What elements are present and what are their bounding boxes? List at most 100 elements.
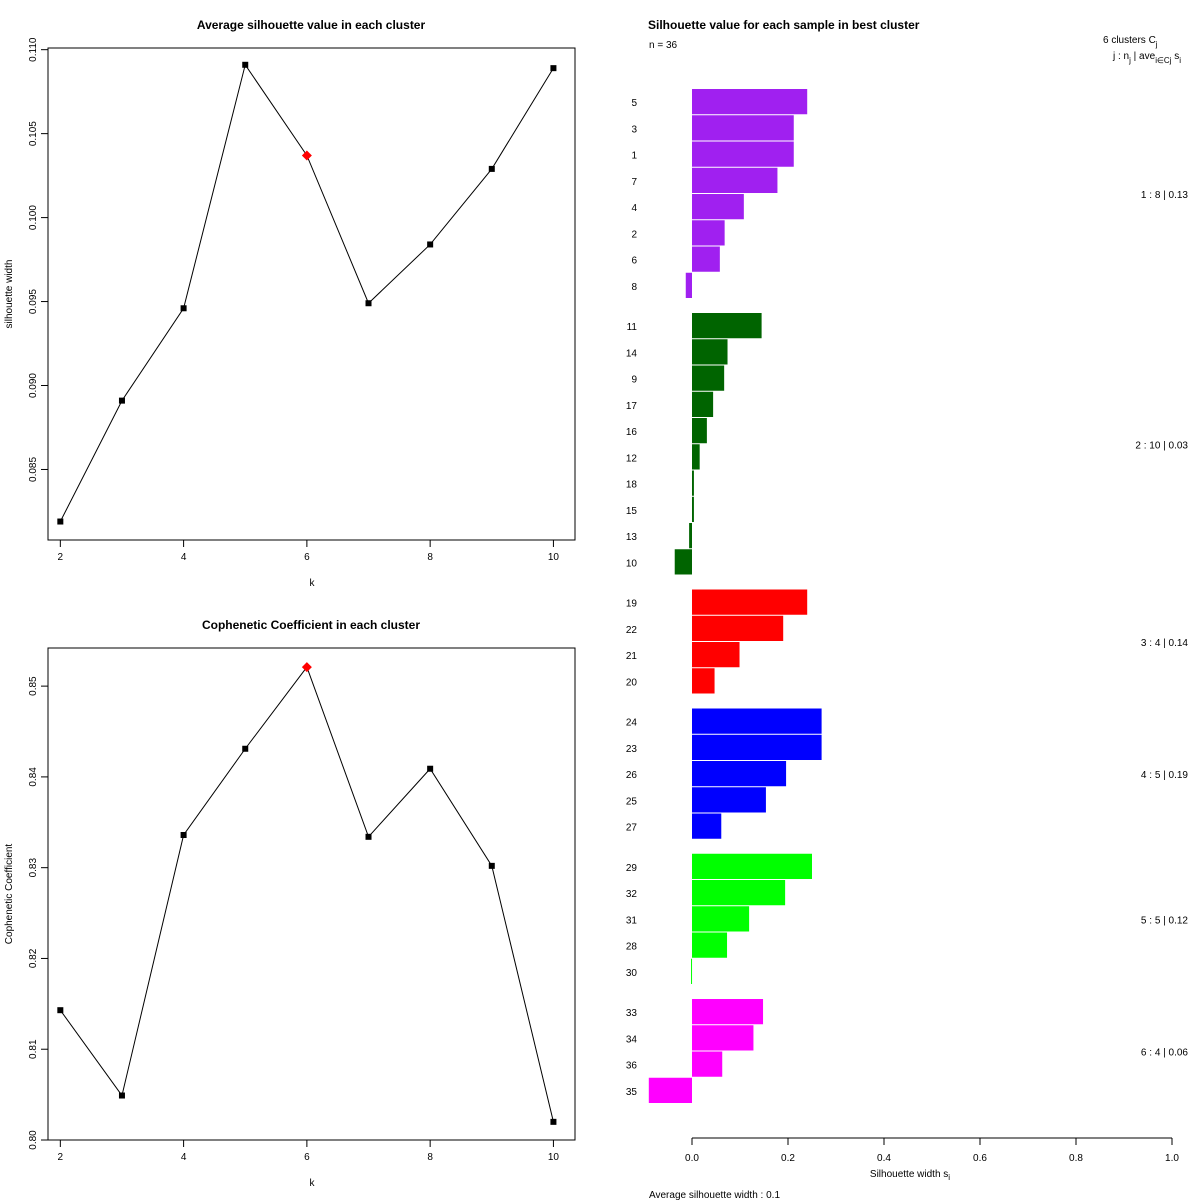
x-axis-label-text: Silhouette width s [870, 1169, 948, 1180]
x-tick-label: 2 [58, 1152, 64, 1163]
sample-label: 2 [631, 229, 637, 240]
silhouette-line-chart: Average silhouette value in each cluster… [4, 18, 576, 589]
x-axis-label: k [310, 1178, 316, 1189]
silhouette-bar [692, 339, 728, 365]
x-axis-label: Silhouette width si [870, 1169, 950, 1182]
data-point [488, 862, 495, 869]
data-point [180, 305, 187, 312]
x-tick-label: 0.8 [1069, 1153, 1083, 1164]
sample-label: 31 [626, 915, 638, 926]
x-tick-label: 0.0 [685, 1153, 699, 1164]
highlight-point [301, 150, 312, 161]
chart-title: Silhouette value for each sample in best… [648, 18, 920, 32]
silhouette-bar [692, 642, 740, 668]
sample-label: 18 [626, 480, 638, 491]
plot-frame [47, 47, 576, 541]
sample-label: 5 [631, 98, 637, 109]
sample-label: 26 [626, 770, 638, 781]
silhouette-bar [692, 1051, 723, 1077]
y-tick-label: 0.83 [28, 858, 39, 878]
sample-label: 4 [631, 203, 637, 214]
data-point [365, 300, 372, 307]
sample-label: 11 [627, 322, 638, 333]
silhouette-bar [692, 813, 722, 839]
silhouette-bar [692, 734, 822, 760]
x-axis-label: k [310, 578, 316, 589]
silhouette-bar [692, 880, 786, 906]
y-tick-label: 0.090 [28, 373, 39, 398]
cluster-summary: 3 : 4 | 0.14 [1141, 638, 1189, 649]
sample-label: 3 [631, 124, 637, 135]
y-tick-label: 0.82 [28, 948, 39, 968]
sample-label: 24 [626, 718, 638, 729]
sample-label: 8 [631, 282, 637, 293]
x-axis-label-sub: i [948, 1173, 950, 1182]
series-line [59, 666, 554, 1122]
silhouette-bar [692, 932, 728, 958]
sample-label: 25 [626, 796, 638, 807]
cophenetic-line-chart: Cophenetic Coefficient in each cluster k… [4, 618, 576, 1189]
sample-label: 1 [631, 151, 637, 162]
sample-label: 28 [626, 942, 638, 953]
x-tick-label: 6 [304, 552, 310, 563]
x-tick-label: 1.0 [1165, 1153, 1179, 1164]
sample-label: 7 [631, 177, 637, 188]
sample-label: 15 [626, 506, 638, 517]
data-point [427, 241, 434, 248]
chart-title: Average silhouette value in each cluster [197, 18, 426, 32]
silhouette-bar [692, 906, 750, 932]
x-tick-label: 0.6 [973, 1153, 987, 1164]
silhouette-bar [692, 194, 744, 220]
silhouette-bar [692, 167, 778, 193]
sample-label: 10 [626, 558, 638, 569]
cluster-summary: 6 : 4 | 0.06 [1141, 1048, 1189, 1059]
sample-label: 21 [626, 651, 638, 662]
silhouette-bar [692, 708, 822, 734]
silhouette-bar [689, 523, 692, 549]
silhouette-bar [648, 1077, 692, 1103]
silhouette-bar [692, 141, 794, 167]
silhouette-bar [692, 615, 784, 641]
x-tick-label: 2 [58, 552, 64, 563]
silhouette-bar [692, 89, 808, 115]
silhouette-bar [692, 1025, 754, 1051]
x-tick-label: 6 [304, 1152, 310, 1163]
sample-label: 29 [626, 863, 638, 874]
series-line [59, 63, 554, 522]
silhouette-bar [692, 115, 794, 141]
silhouette-bar [692, 391, 714, 417]
y-tick-label: 0.085 [28, 457, 39, 482]
silhouette-bar [685, 272, 692, 298]
sample-label: 22 [626, 625, 638, 636]
columns-header-sub: j [1128, 56, 1131, 65]
silhouette-bar [692, 365, 725, 391]
sample-label: 20 [626, 677, 638, 688]
cluster-summary: 1 : 8 | 0.13 [1141, 190, 1189, 201]
y-tick-label: 0.110 [28, 37, 39, 62]
y-tick-label: 0.85 [28, 676, 39, 696]
columns-header: j : nj | avei∈Cj si [1112, 51, 1181, 65]
silhouette-bar [692, 313, 762, 339]
silhouette-bar [692, 761, 787, 787]
y-tick-label: 0.80 [28, 1130, 39, 1150]
sample-label: 32 [626, 889, 638, 900]
sample-label: 9 [631, 375, 637, 386]
data-point [365, 833, 372, 840]
clusters-header: 6 clusters Cj [1103, 35, 1158, 49]
y-tick-label: 0.105 [28, 121, 39, 146]
x-tick-label: 10 [548, 552, 560, 563]
plot-frame [47, 647, 576, 1141]
sample-label: 33 [626, 1008, 638, 1019]
data-point [488, 165, 495, 172]
sample-label: 12 [626, 453, 638, 464]
columns-header-s: s [1172, 51, 1180, 62]
y-tick-label: 0.84 [28, 767, 39, 787]
data-point [180, 831, 187, 838]
silhouette-bar [692, 787, 766, 813]
data-marks [57, 662, 557, 1125]
sample-label: 23 [626, 744, 638, 755]
data-point [242, 745, 249, 752]
silhouette-bar [692, 220, 725, 246]
silhouette-bar-plot: Silhouette value for each sample in best… [626, 18, 1189, 1200]
